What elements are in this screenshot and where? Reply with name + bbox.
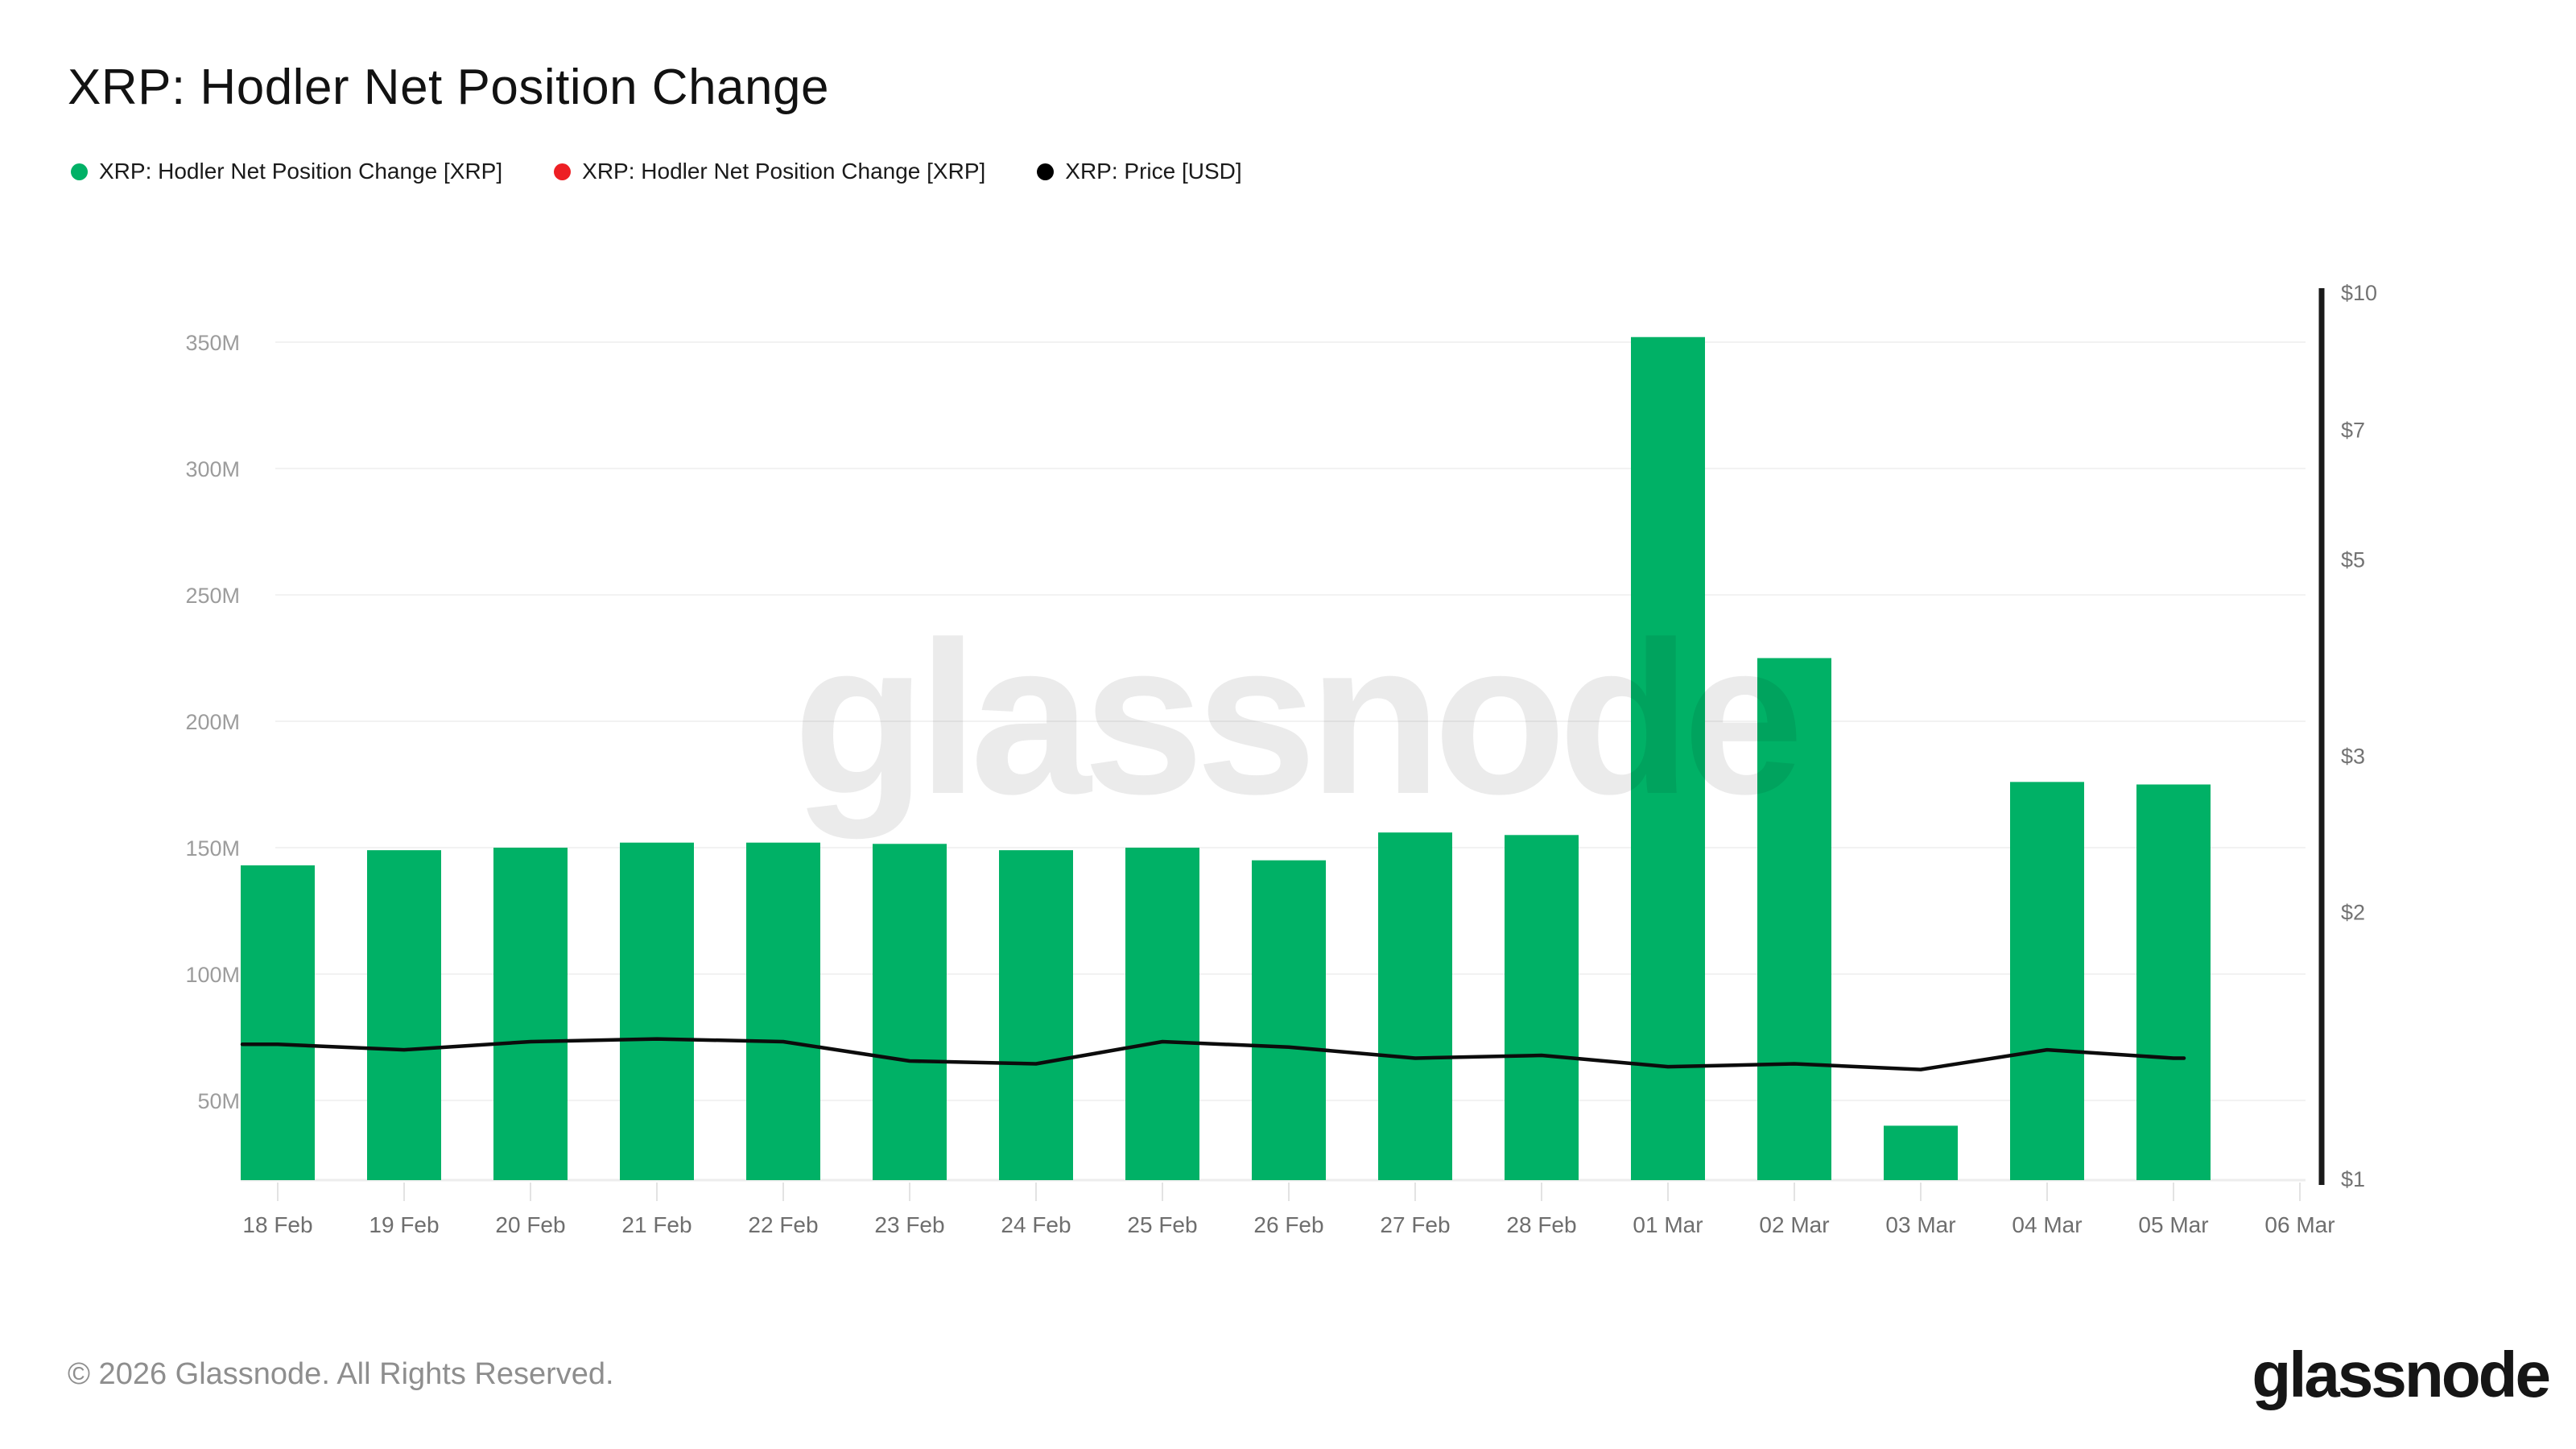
- left-axis-tick-label: 250M: [185, 584, 240, 608]
- x-axis-tick-label: 25 Feb: [1127, 1212, 1197, 1237]
- x-axis-tick-label: 03 Mar: [1885, 1212, 1955, 1237]
- legend-item-hodler-net-position-green[interactable]: XRP: Hodler Net Position Change [XRP]: [71, 159, 502, 184]
- bar-27 Feb[interactable]: [1378, 832, 1452, 1180]
- right-axis-tick-label: $2: [2341, 901, 2365, 925]
- right-axis-tick-label: $5: [2341, 547, 2365, 572]
- copyright-text: © 2026 Glassnode. All Rights Reserved.: [68, 1357, 614, 1391]
- bar-21 Feb[interactable]: [620, 842, 694, 1180]
- bar-18 Feb[interactable]: [241, 865, 315, 1180]
- bar-04 Mar[interactable]: [2010, 782, 2084, 1180]
- left-axis-labels: 350M 300M 250M 200M 150M 100M 50M: [185, 331, 240, 1113]
- price-line-layer: [240, 1037, 2186, 1071]
- x-axis-tick-label: 24 Feb: [1001, 1212, 1071, 1237]
- bar-22 Feb[interactable]: [746, 842, 820, 1180]
- bar-series-layer: [241, 336, 2211, 1181]
- x-axis-tick-label: 21 Feb: [621, 1212, 691, 1237]
- bar-20 Feb[interactable]: [493, 848, 568, 1180]
- left-axis-tick-label: 150M: [185, 836, 240, 861]
- bar-23 Feb[interactable]: [873, 844, 947, 1180]
- legend-item-label: XRP: Hodler Net Position Change [XRP]: [582, 159, 986, 184]
- left-axis-tick-label: 300M: [185, 457, 240, 481]
- legend-item-hodler-net-position-red[interactable]: XRP: Hodler Net Position Change [XRP]: [554, 159, 985, 184]
- legend-item-price[interactable]: XRP: Price [USD]: [1037, 159, 1242, 184]
- glassnode-logo: glassnode: [2252, 1339, 2551, 1410]
- bar-19 Feb[interactable]: [367, 850, 441, 1180]
- x-axis-tick-label: 23 Feb: [874, 1212, 944, 1237]
- right-axis-tick-label: $1: [2341, 1167, 2365, 1191]
- bar-01 Mar[interactable]: [1631, 336, 1705, 1181]
- x-axis-tick-label: 01 Mar: [1633, 1212, 1703, 1237]
- x-axis-tick-label: 05 Mar: [2138, 1212, 2208, 1237]
- right-axis-tick-label: $3: [2341, 745, 2365, 769]
- x-axis-tick-label: 22 Feb: [748, 1212, 818, 1237]
- x-axis-tick-label: 04 Mar: [2012, 1212, 2082, 1237]
- right-axis-tick-label: $7: [2341, 419, 2365, 443]
- x-axis-tick-label: 26 Feb: [1253, 1212, 1323, 1237]
- legend-item-label: XRP: Price [USD]: [1065, 159, 1242, 184]
- left-axis-tick-label: 350M: [185, 331, 240, 355]
- red-series-dot-icon: [554, 163, 572, 180]
- bar-28 Feb[interactable]: [1505, 835, 1579, 1180]
- left-axis-tick-label: 50M: [197, 1089, 240, 1113]
- bar-25 Feb[interactable]: [1125, 848, 1199, 1180]
- bar-03 Mar[interactable]: [1884, 1125, 1958, 1180]
- x-axis-tick-label: 28 Feb: [1506, 1212, 1576, 1237]
- chart-legend: XRP: Hodler Net Position Change [XRP] XR…: [71, 159, 1242, 184]
- x-axis-tick-label: 02 Mar: [1759, 1212, 1829, 1237]
- x-axis-tick-label: 18 Feb: [242, 1212, 312, 1237]
- green-series-dot-icon: [71, 163, 88, 180]
- x-axis-tick-label: 06 Mar: [2264, 1212, 2334, 1237]
- left-axis-tick-label: 100M: [185, 963, 240, 987]
- bar-24 Feb[interactable]: [999, 850, 1073, 1180]
- x-axis-layer: 18 Feb 19 Feb 20 Feb 21 Feb 22 Feb 23 Feb 24 F…: [241, 1179, 2335, 1237]
- page-title: XRP: Hodler Net Position Change: [68, 60, 829, 115]
- bar-26 Feb[interactable]: [1252, 860, 1326, 1180]
- bar-02 Mar[interactable]: [1757, 658, 1831, 1181]
- x-axis-tick-label: 19 Feb: [369, 1212, 439, 1237]
- right-axis-layer: $10 $7 $5 $3 $2 $1: [2318, 281, 2377, 1191]
- legend-item-label: XRP: Hodler Net Position Change [XRP]: [99, 159, 503, 184]
- black-series-dot-icon: [1037, 163, 1055, 180]
- right-axis-tick-label: $10: [2341, 281, 2377, 305]
- x-axis-tick-label: 20 Feb: [495, 1212, 565, 1237]
- price-line[interactable]: [240, 1037, 2186, 1071]
- bar-05 Mar[interactable]: [2136, 784, 2211, 1181]
- left-axis-tick-label: 200M: [185, 710, 240, 734]
- x-axis-tick-label: 27 Feb: [1380, 1212, 1450, 1237]
- glassnode-watermark: glassnode: [793, 597, 1798, 840]
